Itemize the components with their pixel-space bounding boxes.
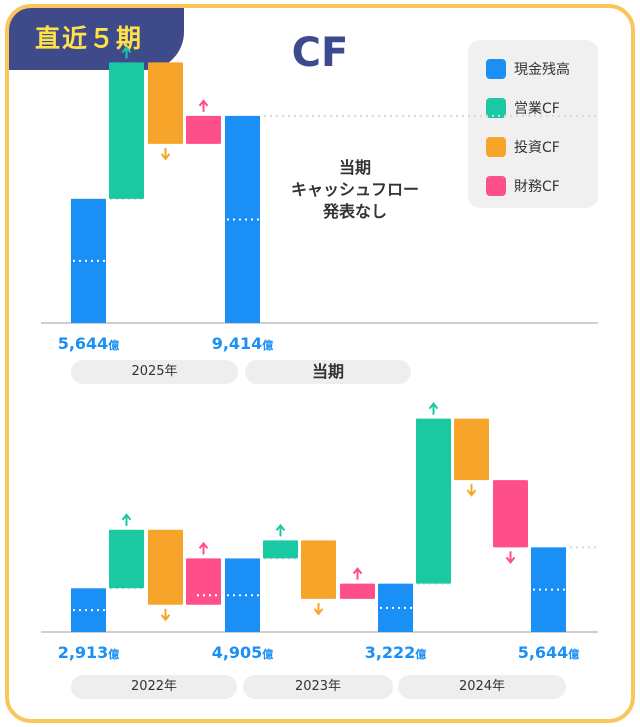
period-label-2022: 2022年 (71, 675, 237, 699)
cash-value-label: 4,905億 (212, 643, 274, 662)
note-line-1: 当期 (338, 158, 371, 177)
legend-label-cash: 現金残高 (514, 62, 570, 78)
legend-item-cash: 現金残高 (486, 58, 570, 80)
operating-cf-bar (416, 418, 451, 584)
period-label-2024: 2024年 (398, 675, 566, 699)
legend: 現金残高 営業CF 投資CF 財務CF (468, 40, 598, 208)
cash-value-label: 5,644億 (58, 334, 120, 353)
cash-value-label: 2,913億 (58, 643, 120, 662)
financing-cf-bar (186, 115, 221, 144)
operating-cf-bar (109, 529, 144, 589)
investing-cf-bar (301, 540, 336, 599)
period-label-current: 当期 (245, 360, 411, 384)
up-arrow-icon (352, 567, 363, 575)
investing-cf-bar (148, 529, 183, 605)
cash-value-label: 3,222億 (365, 643, 427, 662)
no-report-note: 当期 キャッシュフロー 発表なし (270, 157, 440, 223)
note-line-3: 発表なし (322, 202, 387, 221)
legend-item-investing: 投資CF (486, 136, 560, 158)
legend-swatch-investing (486, 137, 506, 157)
financing-cf-bar (186, 558, 221, 605)
cash-bar (378, 583, 413, 632)
period-label-2023: 2023年 (243, 675, 393, 699)
cash-bar (225, 115, 260, 323)
period-badge (9, 8, 184, 70)
legend-swatch-cash (486, 59, 506, 79)
legend-swatch-financing (486, 176, 506, 196)
chart-title: CF (291, 30, 349, 76)
operating-cf-bar (109, 62, 144, 199)
legend-label-operating: 営業CF (514, 101, 560, 117)
down-arrow-icon (505, 556, 516, 564)
up-arrow-icon (121, 45, 132, 54)
cash-bar (531, 547, 566, 632)
investing-cf-bar (454, 418, 489, 481)
up-arrow-icon (198, 541, 209, 550)
down-arrow-icon (313, 608, 324, 616)
legend-item-operating: 営業CF (486, 97, 560, 119)
legend-label-investing: 投資CF (514, 140, 560, 156)
legend-swatch-operating (486, 98, 506, 118)
period-label-2025: 2025年 (71, 360, 238, 384)
down-arrow-icon (160, 614, 171, 622)
investing-cf-bar (148, 62, 183, 144)
legend-label-financing: 財務CF (514, 179, 560, 195)
operating-cf-bar (263, 540, 298, 559)
up-arrow-icon (198, 99, 209, 107)
cash-value-label: 9,414億 (212, 334, 274, 353)
financing-cf-bar (340, 583, 375, 599)
down-arrow-icon (160, 153, 171, 161)
down-arrow-icon (466, 489, 477, 497)
cash-value-label: 5,644億 (518, 643, 580, 662)
period-badge-label: 直近５期 (34, 24, 143, 53)
note-line-2: キャッシュフロー (290, 180, 419, 199)
up-arrow-icon (275, 523, 286, 532)
financing-cf-bar (493, 480, 528, 548)
cash-bar (71, 198, 106, 323)
legend-item-financing: 財務CF (486, 175, 560, 197)
cash-bar (225, 558, 260, 632)
cash-bar (71, 588, 106, 632)
up-arrow-icon (121, 513, 132, 521)
up-arrow-icon (428, 402, 439, 410)
